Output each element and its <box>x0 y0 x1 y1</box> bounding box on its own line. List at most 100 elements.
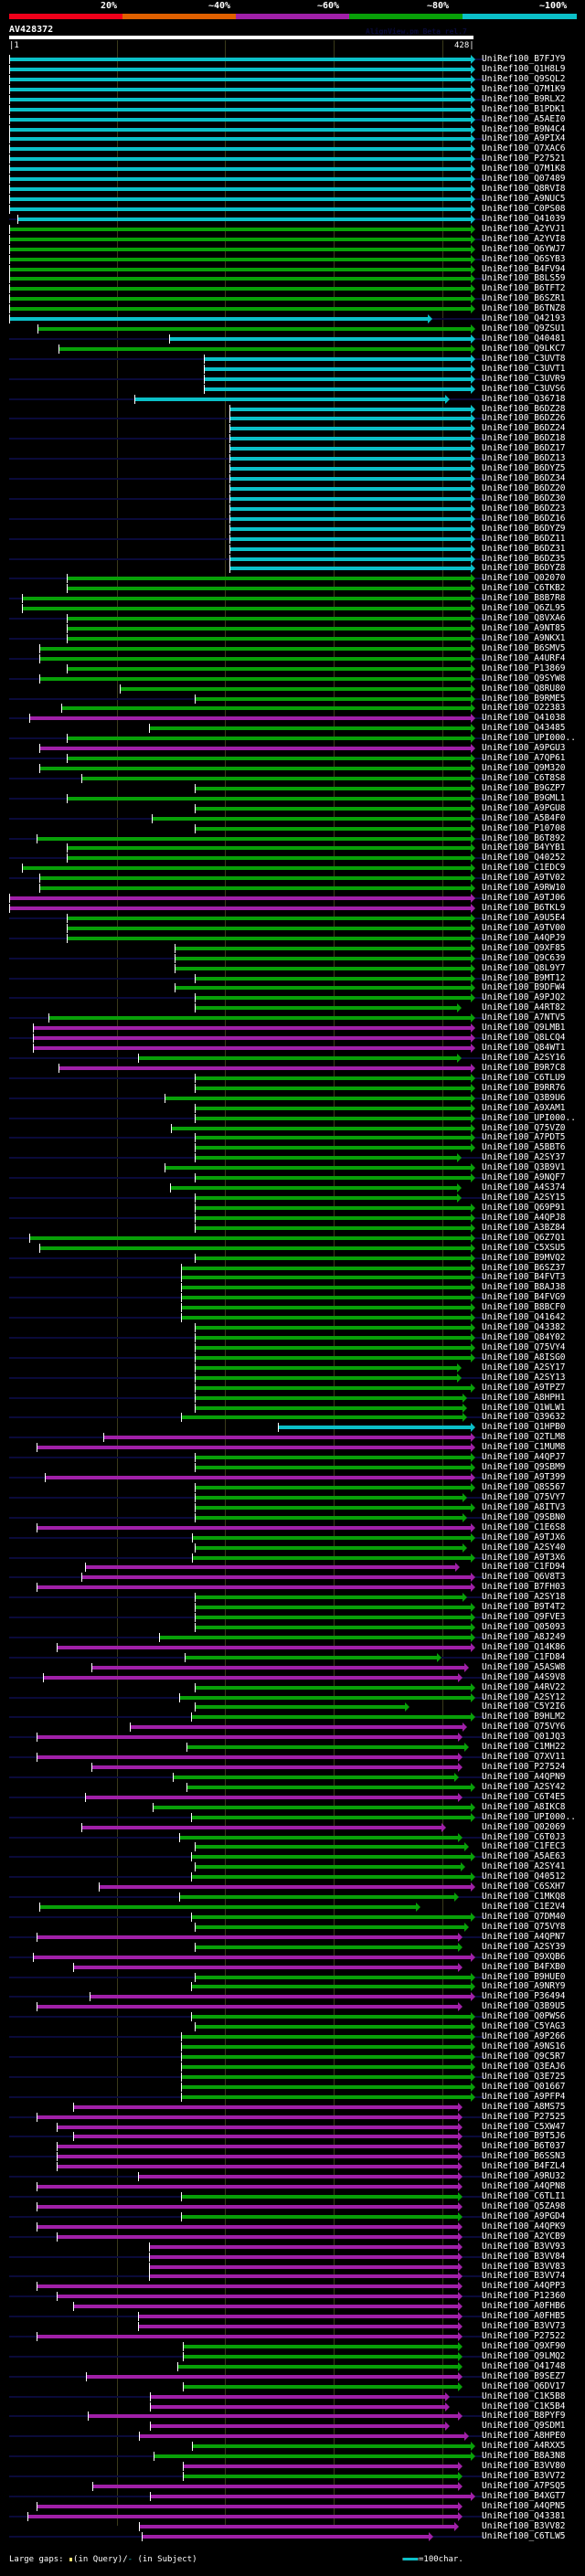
hit-label[interactable]: UniRef100_Q43485 <box>482 723 566 734</box>
hit-bar[interactable] <box>195 996 471 1001</box>
hit-bar[interactable] <box>72 2305 458 2309</box>
hit-label[interactable]: UniRef100_Q1WLW1 <box>482 1402 566 1413</box>
alignment-row[interactable]: UniRef100_Q9XF90 <box>0 2341 585 2352</box>
hit-bar[interactable] <box>9 127 471 132</box>
hit-label[interactable]: UniRef100_Q9XF85 <box>482 942 566 953</box>
hit-label[interactable]: UniRef100_B9T5J6 <box>482 2131 566 2142</box>
hit-bar[interactable] <box>229 467 471 472</box>
hit-label[interactable]: UniRef100_B6DZ24 <box>482 423 566 434</box>
hit-bar[interactable] <box>172 1775 455 1779</box>
alignment-row[interactable]: UniRef100_B6SSN3 <box>0 2151 585 2162</box>
hit-bar[interactable] <box>36 1585 471 1590</box>
hit-bar[interactable] <box>39 646 471 651</box>
hit-label[interactable]: UniRef100_C6T4E5 <box>482 1791 566 1802</box>
hit-bar[interactable] <box>195 806 471 811</box>
hit-bar[interactable] <box>178 1835 458 1839</box>
hit-bar[interactable] <box>203 356 471 361</box>
alignment-row[interactable]: UniRef100_Q75VY6 <box>0 1722 585 1733</box>
hit-label[interactable]: UniRef100_B6DZ35 <box>482 553 566 564</box>
hit-label[interactable]: UniRef100_B9T4T2 <box>482 1602 566 1613</box>
hit-label[interactable]: UniRef100_C6TLU9 <box>482 1072 566 1083</box>
alignment-row[interactable]: UniRef100_Q8RU80 <box>0 684 585 694</box>
hit-label[interactable]: UniRef100_B3VV72 <box>482 2471 566 2482</box>
hit-label[interactable]: UniRef100_A5AE63 <box>482 1851 566 1862</box>
hit-bar[interactable] <box>138 2434 464 2439</box>
hit-label[interactable]: UniRef100_A9TJ06 <box>482 893 566 904</box>
alignment-row[interactable]: UniRef100_Q7XAC6 <box>0 143 585 154</box>
alignment-row[interactable]: UniRef100_Q5ZA98 <box>0 2201 585 2212</box>
hit-label[interactable]: UniRef100_B6T037 <box>482 2141 566 2152</box>
alignment-row[interactable]: UniRef100_P12360 <box>0 2291 585 2302</box>
alignment-row[interactable]: UniRef100_A9RW10 <box>0 883 585 894</box>
hit-bar[interactable] <box>29 716 471 721</box>
alignment-row[interactable]: UniRef100_Q41748 <box>0 2361 585 2372</box>
alignment-row[interactable]: UniRef100_Q43382 <box>0 1322 585 1333</box>
hit-label[interactable]: UniRef100_B4XGT7 <box>482 2490 566 2501</box>
hit-label[interactable]: UniRef100_B9RME5 <box>482 693 566 704</box>
hit-bar[interactable] <box>57 2125 458 2129</box>
hit-label[interactable]: UniRef100_P27521 <box>482 154 566 164</box>
alignment-row[interactable]: UniRef100_Q0PWS6 <box>0 2011 585 2022</box>
alignment-row[interactable]: UniRef100_Q43381 <box>0 2511 585 2522</box>
hit-bar[interactable] <box>181 1296 471 1300</box>
hit-label[interactable]: UniRef100_C1E6S8 <box>482 1521 566 1532</box>
hit-label[interactable]: UniRef100_A4QPP3 <box>482 2281 566 2292</box>
hit-label[interactable]: UniRef100_B6SZ37 <box>482 1262 566 1273</box>
hit-bar[interactable] <box>9 267 471 271</box>
alignment-row[interactable]: UniRef100_B6SZ37 <box>0 1262 585 1274</box>
hit-bar[interactable] <box>36 2204 458 2209</box>
hit-bar[interactable] <box>119 686 471 691</box>
hit-bar[interactable] <box>229 417 471 421</box>
alignment-row[interactable]: UniRef100_B3VV93 <box>0 2242 585 2253</box>
alignment-row[interactable]: UniRef100_P27524 <box>0 1762 585 1773</box>
hit-label[interactable]: UniRef100_B3VV73 <box>482 2321 566 2332</box>
hit-label[interactable]: UniRef100_P13869 <box>482 663 566 673</box>
hit-label[interactable]: UniRef100_A9PGD4 <box>482 2210 566 2221</box>
alignment-row[interactable]: UniRef100_Q6ZL95 <box>0 603 585 614</box>
alignment-row[interactable]: UniRef100_A8MS75 <box>0 2102 585 2113</box>
hit-label[interactable]: UniRef100_Q14K86 <box>482 1641 566 1652</box>
hit-label[interactable]: UniRef100_C6T0J3 <box>482 1831 566 1842</box>
hit-bar[interactable] <box>29 1235 471 1240</box>
hit-bar[interactable] <box>183 2465 458 2469</box>
hit-bar[interactable] <box>183 2344 458 2348</box>
hit-bar[interactable] <box>229 486 471 491</box>
alignment-row[interactable]: UniRef100_Q9XQB6 <box>0 1952 585 1963</box>
hit-label[interactable]: UniRef100_A9TV00 <box>482 922 566 933</box>
hit-label[interactable]: UniRef100_A9NQF7 <box>482 1172 566 1183</box>
hit-bar[interactable] <box>138 2524 455 2528</box>
alignment-row[interactable]: UniRef100_Q2TLM8 <box>0 1432 585 1443</box>
hit-label[interactable]: UniRef100_B6SMV5 <box>482 642 566 653</box>
hit-bar[interactable] <box>229 516 471 521</box>
hit-bar[interactable] <box>195 1345 471 1350</box>
hit-label[interactable]: UniRef100_C3UVT8 <box>482 353 566 364</box>
hit-bar[interactable] <box>17 217 471 221</box>
alignment-row[interactable]: UniRef100_A9PJQ2 <box>0 992 585 1003</box>
hit-bar[interactable] <box>181 2074 471 2079</box>
hit-label[interactable]: UniRef100_Q42193 <box>482 313 566 324</box>
hit-bar[interactable] <box>66 636 471 641</box>
alignment-row[interactable]: UniRef100_A3BZ84 <box>0 1223 585 1234</box>
hit-label[interactable]: UniRef100_B6DZ30 <box>482 493 566 504</box>
hit-bar[interactable] <box>195 976 471 981</box>
hit-label[interactable]: UniRef100_B9MVQ2 <box>482 1252 566 1263</box>
hit-bar[interactable] <box>181 2045 471 2050</box>
hit-bar[interactable] <box>195 1405 463 1410</box>
alignment-row[interactable]: UniRef100_Q9SBM9 <box>0 1462 585 1473</box>
hit-label[interactable]: UniRef100_O22383 <box>482 703 566 714</box>
hit-label[interactable]: UniRef100_A2SY13 <box>482 1372 566 1383</box>
hit-bar[interactable] <box>169 337 471 342</box>
hit-bar[interactable] <box>190 1815 471 1819</box>
alignment-row[interactable]: UniRef100_Q01JQ3 <box>0 1732 585 1743</box>
hit-label[interactable]: UniRef100_B6SZR1 <box>482 293 566 304</box>
hit-bar[interactable] <box>181 2094 471 2099</box>
hit-bar[interactable] <box>9 307 471 312</box>
hit-label[interactable]: UniRef100_B6DZ13 <box>482 453 566 464</box>
hit-label[interactable]: UniRef100_B4YYB1 <box>482 843 566 853</box>
hit-bar[interactable] <box>195 1375 457 1380</box>
hit-label[interactable]: UniRef100_Q75VZ0 <box>482 1122 566 1133</box>
hit-label[interactable]: UniRef100_P36494 <box>482 1991 566 2002</box>
hit-label[interactable]: UniRef100_Q41038 <box>482 713 566 724</box>
hit-label[interactable]: UniRef100_C5YAG3 <box>482 2021 566 2032</box>
alignment-row[interactable]: UniRef100_Q02070 <box>0 573 585 584</box>
